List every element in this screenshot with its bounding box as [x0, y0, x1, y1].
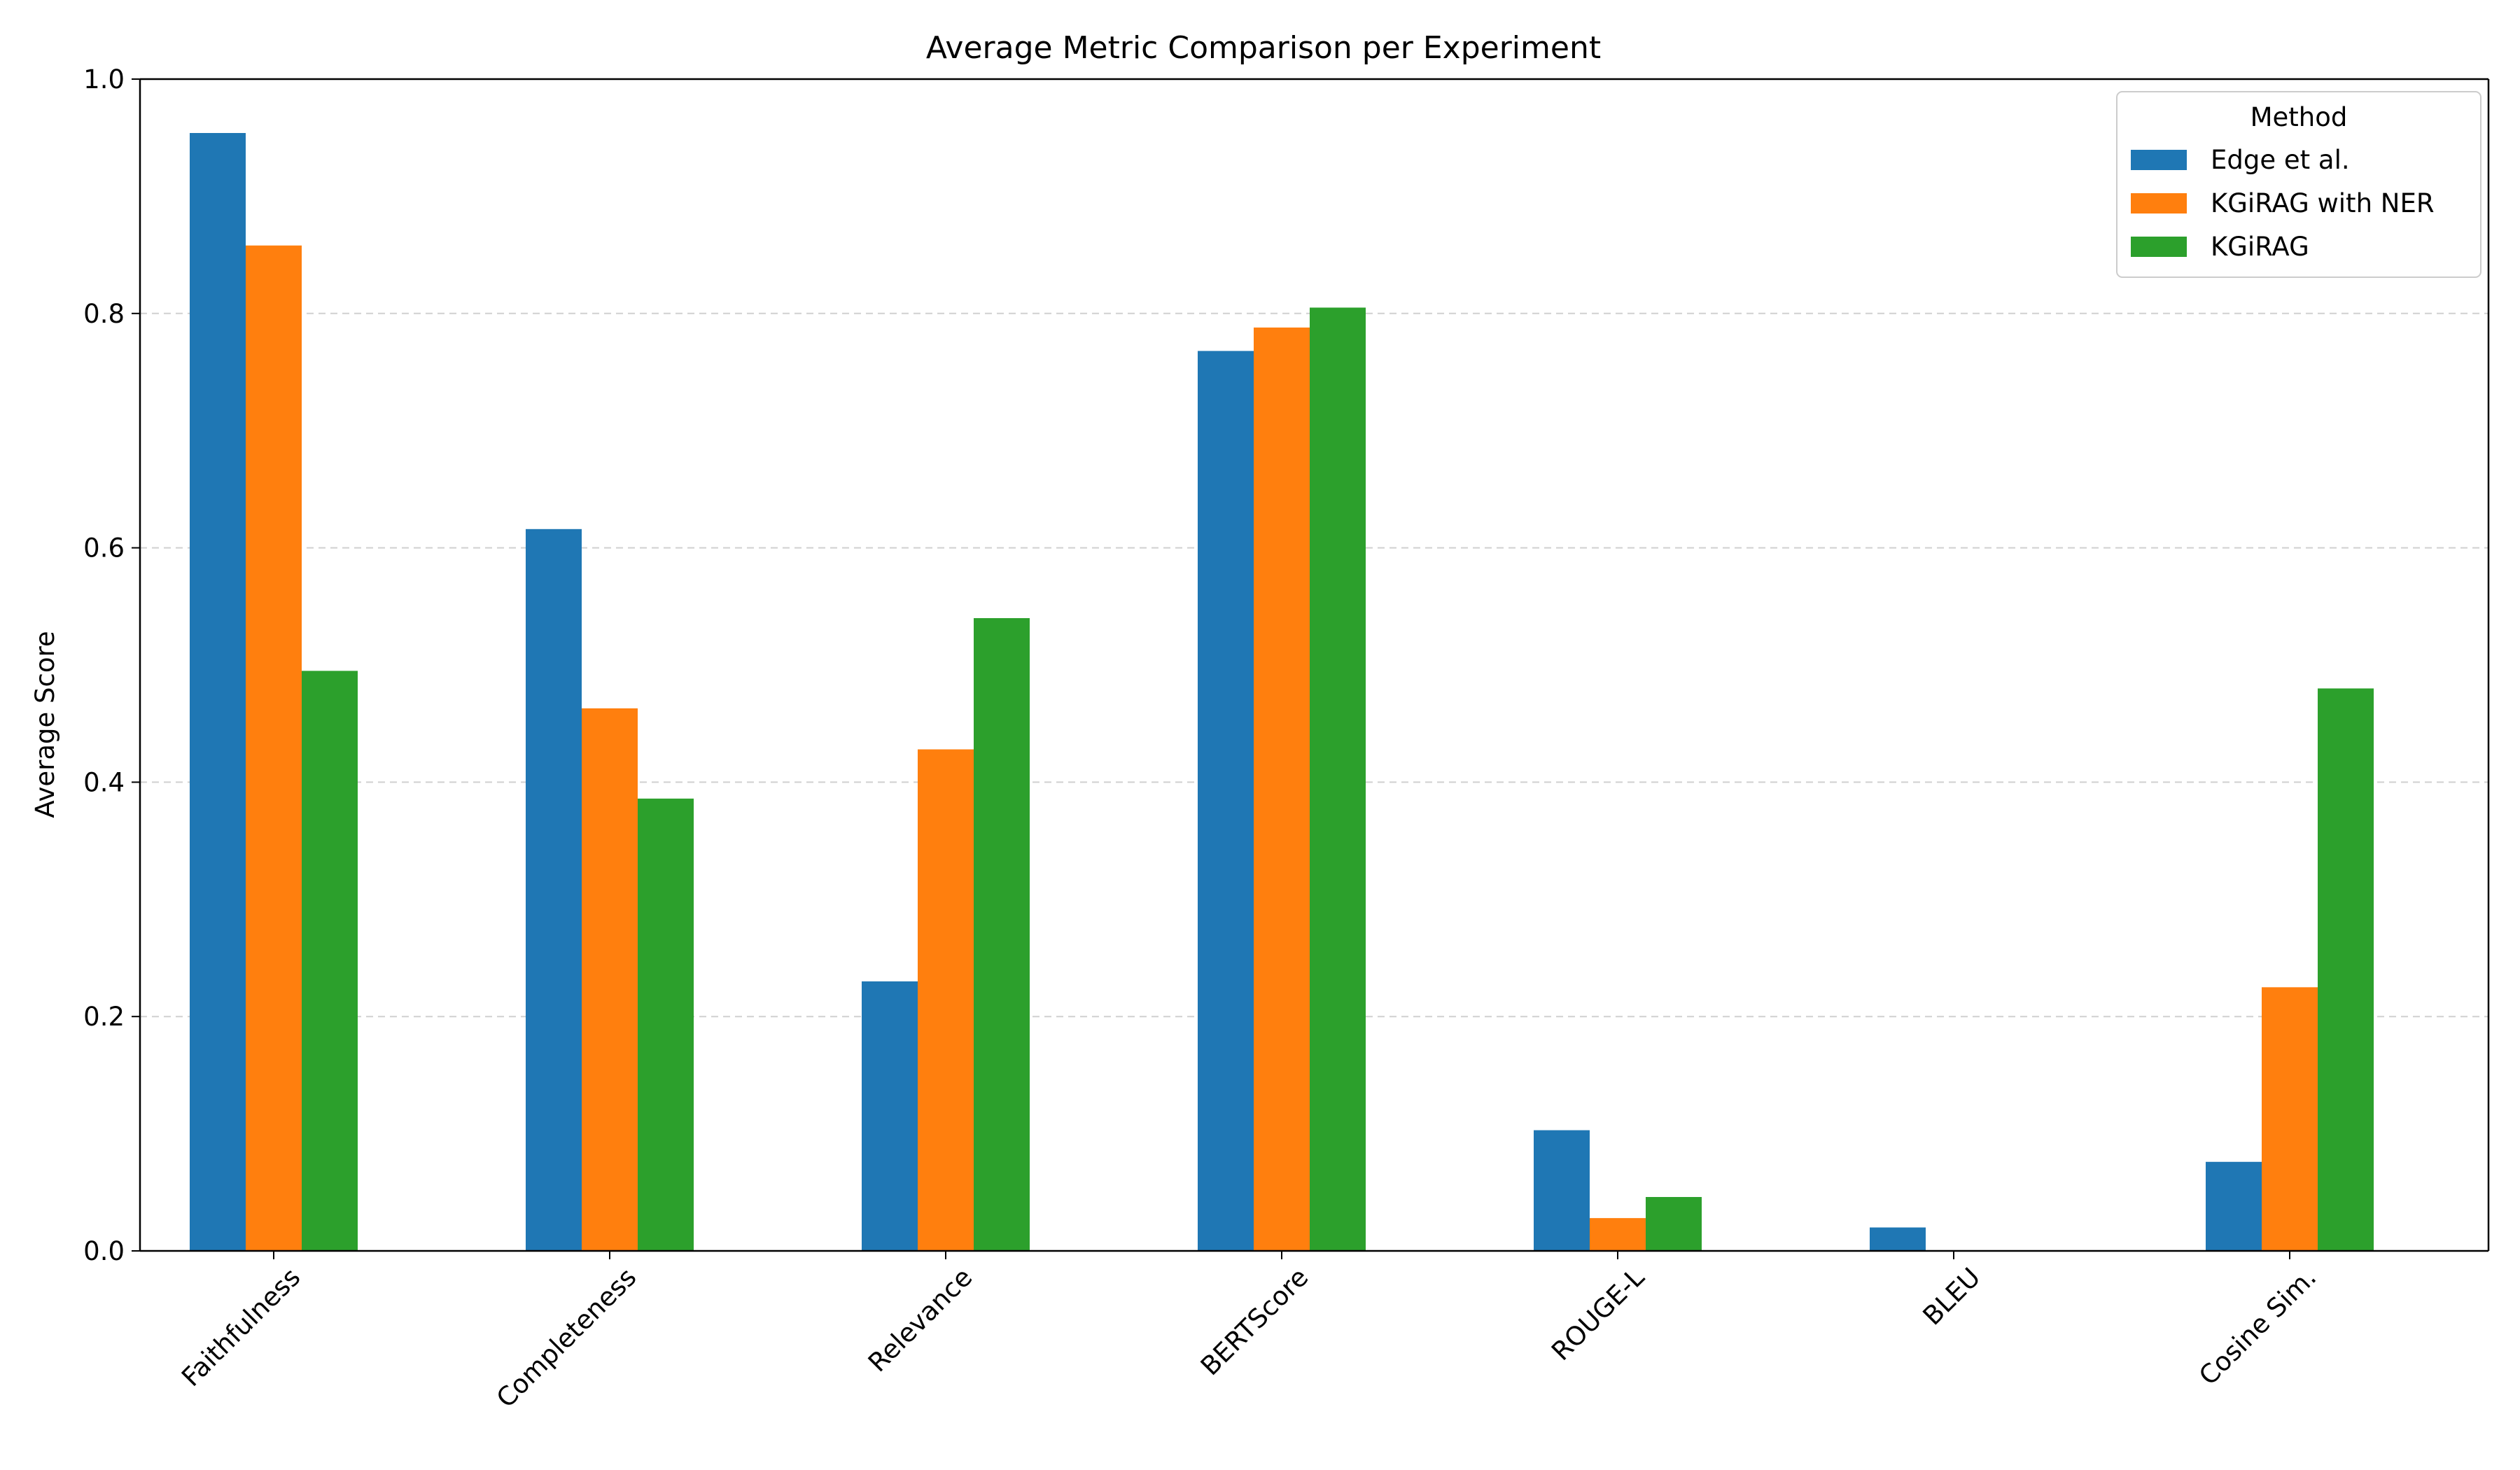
y-tick-label: 0.4 [83, 767, 125, 797]
bar [1870, 1227, 1926, 1251]
x-tick-label: Relevance [862, 1262, 978, 1378]
bar [190, 133, 246, 1251]
bar [1534, 1130, 1590, 1251]
chart-title: Average Metric Comparison per Experiment [926, 30, 1601, 66]
x-tick-label: Completeness [491, 1262, 642, 1413]
y-axis-label: Average Score [30, 631, 60, 818]
bar [526, 528, 582, 1252]
bar [1198, 351, 1254, 1251]
y-tick-label: 0.0 [83, 1236, 125, 1266]
bar [246, 245, 302, 1251]
legend-label: KGiRAG [2211, 232, 2309, 262]
x-tick-label: Cosine Sim. [2193, 1262, 2322, 1391]
bar [2318, 688, 2374, 1251]
bar [2206, 1161, 2262, 1251]
y-tick-label: 0.2 [83, 1002, 125, 1032]
bar [974, 618, 1030, 1251]
bar [1590, 1218, 1646, 1251]
bar [1254, 327, 1310, 1252]
bar [302, 671, 358, 1251]
axes [139, 78, 2490, 1252]
bar [2262, 987, 2318, 1251]
bars [190, 133, 2374, 1252]
bar [1310, 307, 1366, 1252]
legend-title: Method [2250, 102, 2348, 132]
bar [582, 708, 638, 1251]
legend-swatch [2131, 237, 2187, 257]
legend: Method Edge et al. KGiRAG with NER KGiRAG [2116, 91, 2482, 278]
y-tick-label: 1.0 [83, 64, 125, 94]
bar [638, 798, 694, 1251]
legend-swatch [2131, 193, 2187, 214]
x-tick-label: BLEU [1917, 1262, 1987, 1331]
legend-label: KGiRAG with NER [2211, 188, 2435, 218]
legend-swatch [2131, 150, 2187, 170]
legend-frame [2116, 91, 2482, 278]
legend-label: Edge et al. [2211, 145, 2350, 175]
x-tick-label: Faithfulness [176, 1262, 306, 1392]
bar [918, 749, 974, 1251]
x-tick-label: BERTScore [1195, 1262, 1314, 1381]
y-tick-label: 0.6 [83, 533, 125, 564]
x-tick-label: ROUGE-L [1546, 1262, 1650, 1366]
y-tick-label: 0.8 [83, 299, 125, 329]
bar [862, 981, 918, 1251]
bar [1646, 1196, 1702, 1251]
